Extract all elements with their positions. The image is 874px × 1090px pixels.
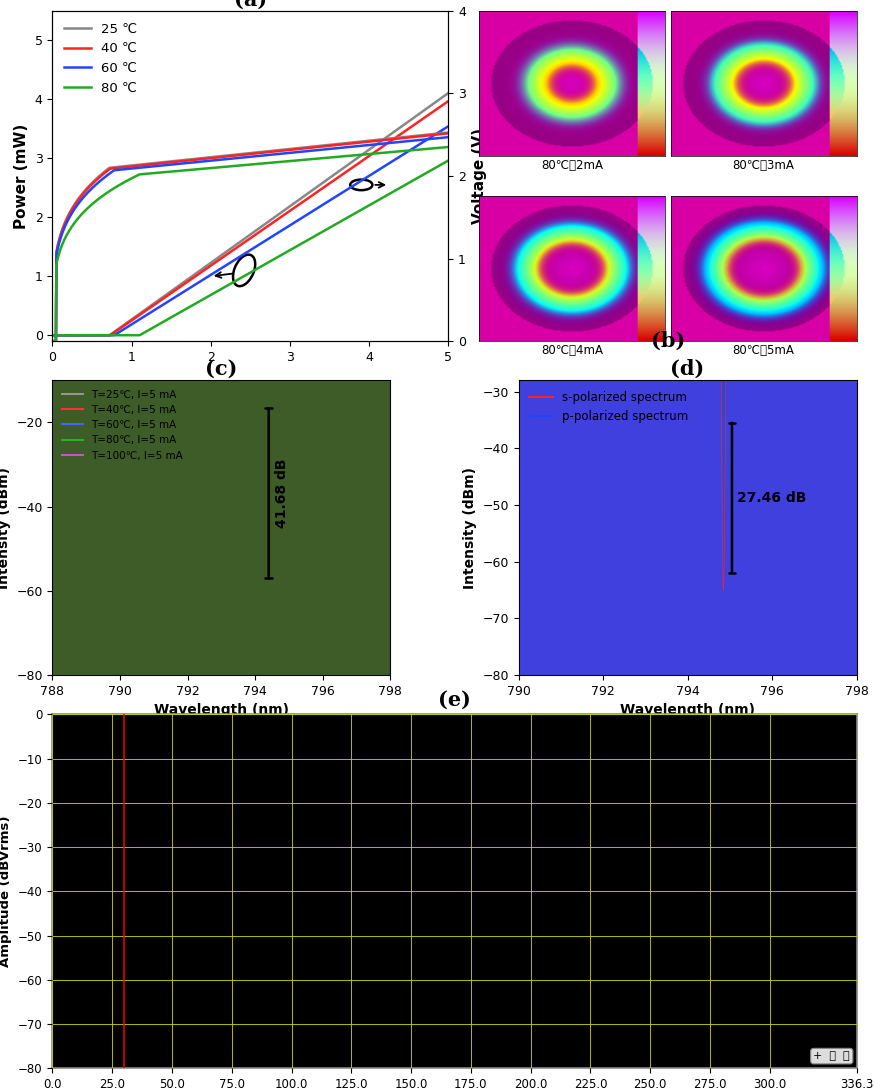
X-axis label: Wavelength (nm): Wavelength (nm)	[154, 703, 289, 717]
Y-axis label: Power (mW): Power (mW)	[14, 123, 29, 229]
Text: +  ⓨ  ✋: + ⓨ ✋	[814, 1051, 850, 1062]
Legend: s-polarized spectrum, p-polarized spectrum: s-polarized spectrum, p-polarized spectr…	[524, 386, 693, 427]
X-axis label: 80℃；2mA: 80℃；2mA	[541, 158, 603, 171]
Title: (a): (a)	[234, 0, 267, 10]
Legend: T=25℃, I=5 mA, T=40℃, I=5 mA, T=60℃, I=5 mA, T=80℃, I=5 mA, T=100℃, I=5 mA: T=25℃, I=5 mA, T=40℃, I=5 mA, T=60℃, I=5…	[58, 386, 187, 464]
Title: (e): (e)	[438, 690, 471, 710]
X-axis label: 80℃；3mA: 80℃；3mA	[732, 158, 794, 171]
Y-axis label: Intensity (dBm): Intensity (dBm)	[0, 467, 10, 589]
Legend: 25 ℃, 40 ℃, 60 ℃, 80 ℃: 25 ℃, 40 ℃, 60 ℃, 80 ℃	[59, 17, 142, 100]
Title: (c): (c)	[205, 359, 238, 378]
Title: (d): (d)	[670, 359, 704, 378]
X-axis label: 80℃；4mA: 80℃；4mA	[541, 344, 603, 356]
X-axis label: 80℃；5mA: 80℃；5mA	[732, 344, 794, 356]
X-axis label: Wavelength (nm): Wavelength (nm)	[620, 703, 755, 717]
Text: 41.68 dB: 41.68 dB	[274, 459, 288, 529]
Text: (b): (b)	[651, 330, 685, 351]
Text: 27.46 dB: 27.46 dB	[737, 490, 807, 505]
Y-axis label: Voltage (V): Voltage (V)	[472, 128, 487, 225]
Y-axis label: Intensity (dBm): Intensity (dBm)	[463, 467, 477, 589]
Y-axis label: Amplitude (dBVrms): Amplitude (dBVrms)	[0, 815, 12, 967]
